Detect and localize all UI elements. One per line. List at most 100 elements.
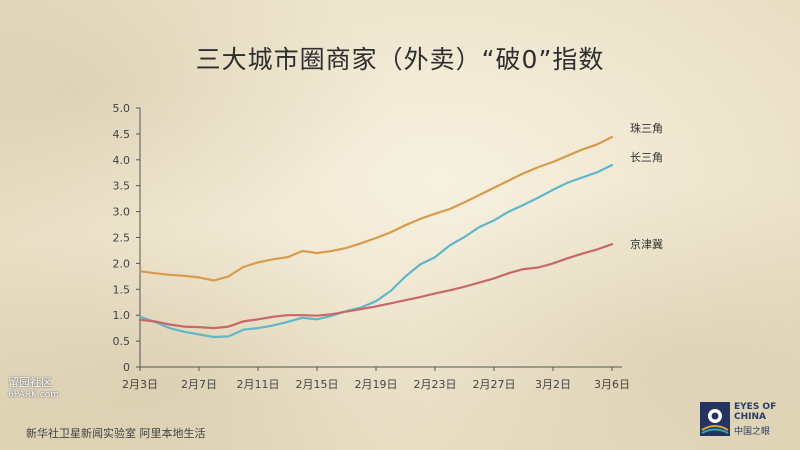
data-point <box>404 275 407 278</box>
data-point <box>493 277 495 280</box>
data-point <box>301 314 304 317</box>
data-point <box>493 219 495 222</box>
data-point <box>257 327 259 329</box>
data-point <box>330 313 333 315</box>
data-point <box>227 335 230 338</box>
data-point <box>389 302 392 305</box>
data-point <box>198 326 200 328</box>
y-tick-label: 2.0 <box>113 257 131 270</box>
data-point <box>301 316 304 319</box>
data-point <box>611 164 613 166</box>
source-credit: 新华社卫星新闻实验室 阿里本地生活 <box>26 427 206 440</box>
x-tick-label: 2月15日 <box>296 378 339 391</box>
data-point <box>448 289 451 292</box>
data-point <box>375 305 377 308</box>
data-point <box>139 270 141 272</box>
data-point <box>316 318 318 321</box>
logo-line1: EYES OF <box>734 402 777 412</box>
data-point <box>419 218 422 220</box>
data-point <box>212 279 215 282</box>
y-tick-label: 5.0 <box>113 102 131 115</box>
data-point <box>153 272 156 275</box>
data-point <box>478 226 481 228</box>
data-point <box>537 266 540 269</box>
y-tick-label: 3.0 <box>113 206 131 219</box>
data-point <box>153 320 156 323</box>
data-point <box>227 275 230 278</box>
y-tick-label: 0 <box>123 361 130 374</box>
logo-text-cn: 中国之眼 <box>734 427 771 437</box>
data-point <box>552 262 554 265</box>
data-point <box>419 296 422 298</box>
data-point <box>507 210 510 213</box>
series-label-1: 长三角 <box>630 151 663 164</box>
data-point <box>611 136 613 138</box>
data-point <box>183 330 186 333</box>
data-point <box>271 324 274 327</box>
data-point <box>271 315 274 318</box>
data-point <box>168 273 171 276</box>
y-tick-label: 4.0 <box>113 154 131 167</box>
data-point <box>522 204 525 206</box>
data-point <box>507 272 510 275</box>
data-point <box>345 310 348 313</box>
series-line-0 <box>138 135 614 282</box>
x-tick-label: 2月23日 <box>414 378 457 391</box>
data-point <box>537 166 540 168</box>
data-point <box>419 263 422 266</box>
series-label-0: 珠三角 <box>630 121 663 135</box>
x-tick-label: 3月6日 <box>594 378 630 391</box>
data-point <box>522 268 525 270</box>
data-point <box>581 176 584 179</box>
data-point <box>493 186 495 189</box>
data-point <box>552 189 554 191</box>
data-point <box>463 285 466 288</box>
data-point <box>286 314 289 317</box>
series-label-2: 京津冀 <box>630 237 663 251</box>
eyes-of-china-logo: EYES OF CHINA 中国之眼 <box>700 400 792 442</box>
data-point <box>242 320 245 323</box>
x-tick-label: 2月27日 <box>473 378 516 391</box>
data-point <box>611 243 613 246</box>
data-point <box>330 250 333 252</box>
data-point <box>301 250 304 252</box>
data-point <box>139 319 141 321</box>
data-point <box>596 248 599 251</box>
data-point <box>566 154 569 157</box>
data-point <box>183 275 186 277</box>
y-tick-label: 0.5 <box>113 335 131 348</box>
series-line-1 <box>138 163 614 339</box>
data-point <box>448 244 451 247</box>
data-point <box>212 327 215 329</box>
data-point <box>345 247 348 249</box>
data-point <box>478 281 481 284</box>
y-tick-label: 1.5 <box>113 283 131 296</box>
data-point <box>316 314 318 317</box>
series-line-2 <box>138 243 614 330</box>
data-point <box>581 148 584 151</box>
data-point <box>566 257 569 260</box>
data-point <box>537 196 540 199</box>
data-point <box>242 328 245 331</box>
data-point <box>212 336 215 338</box>
data-point <box>434 212 436 215</box>
data-point <box>375 237 377 239</box>
data-point <box>316 252 318 254</box>
data-point <box>271 258 274 261</box>
data-point <box>139 315 141 318</box>
data-point <box>360 242 363 244</box>
data-point <box>242 266 245 268</box>
data-point <box>389 231 392 234</box>
data-point <box>522 172 525 175</box>
x-tick-label: 2月11日 <box>237 378 280 391</box>
data-point <box>257 261 259 264</box>
data-point <box>227 325 230 328</box>
data-point <box>566 181 569 184</box>
data-point <box>198 333 200 336</box>
logo-text-en: EYES OF CHINA <box>734 402 776 422</box>
data-point <box>286 321 289 323</box>
y-tick-label: 1.0 <box>113 309 131 322</box>
data-point <box>257 318 259 321</box>
data-point <box>478 194 481 196</box>
